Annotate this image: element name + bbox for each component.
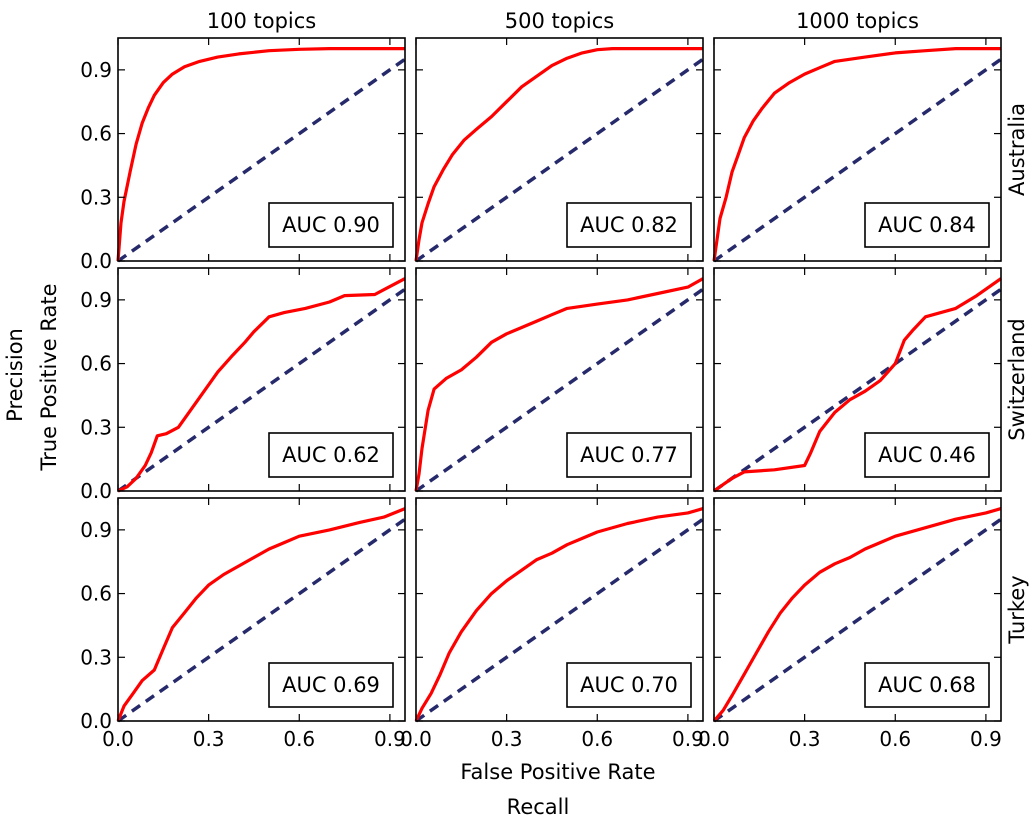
panel-2: AUC 0.82: [414, 37, 705, 263]
x-axis-label: False Positive Rate: [460, 760, 655, 784]
panel-6: AUC 0.46: [712, 267, 1003, 493]
panel-frame: [713, 267, 1002, 492]
auc-box: [566, 432, 692, 478]
chance-line: [414, 57, 705, 263]
chance-line: [116, 287, 407, 493]
panel-frame: [713, 37, 1002, 262]
panel-3: AUC 0.84: [712, 37, 1003, 263]
panel-frame: [117, 497, 406, 722]
y-tick-label: 0.6: [80, 122, 112, 146]
auc-box: [268, 662, 394, 708]
panel-frame: [713, 497, 1002, 722]
roc-curve: [712, 46, 1001, 262]
panel-5: AUC 0.77: [414, 267, 705, 493]
auc-label: AUC 0.84: [878, 213, 976, 237]
x-tick-label: 0.9: [970, 727, 1002, 751]
panel-1: 0.0 0.3 0.6 0.9 AUC 0.90: [80, 37, 407, 273]
chance-line: [116, 517, 407, 723]
y-tick-label: 0.6: [80, 582, 112, 606]
auc-label: AUC 0.82: [580, 213, 678, 237]
x-tick-label: 0.9: [672, 727, 704, 751]
y-axis-label: True Positive Rate: [37, 283, 61, 471]
roc-curve: [414, 507, 704, 722]
panel-9: 0.0 0.3 0.6 0.9 AUC 0.68: [698, 497, 1003, 751]
y-tick-label: 0.0: [80, 249, 112, 273]
x-tick-label: 0.3: [491, 727, 523, 751]
chance-line: [712, 517, 1003, 723]
row-title: Turkey: [1005, 575, 1029, 644]
x-tick-label: 0.6: [879, 727, 911, 751]
chance-line: [414, 287, 705, 493]
panel-7: 0.0 0.3 0.6 0.9 0.0 0.3 0.6 0.9 AUC 0.69: [80, 497, 407, 751]
panel-4: 0.0 0.3 0.6 0.9 AUC 0.62: [80, 267, 407, 503]
roc-curve: [116, 507, 406, 722]
roc-curve: [117, 277, 406, 493]
x-tick-label: 0.0: [102, 727, 134, 751]
y-tick-label: 0.3: [80, 185, 112, 209]
y-tick-label: 0.9: [80, 58, 112, 82]
auc-label: AUC 0.90: [282, 213, 380, 237]
y-tick-label: 0.9: [80, 288, 112, 312]
panel-frame: [415, 497, 704, 722]
panel-8: 0.0 0.3 0.6 0.9 AUC 0.70: [400, 497, 705, 751]
y-tick-label: 0.9: [80, 518, 112, 542]
panel-frame: [415, 37, 704, 262]
auc-box: [566, 202, 692, 248]
auc-label: AUC 0.62: [282, 443, 380, 467]
chance-line: [712, 57, 1003, 263]
x-tick-label: 0.3: [193, 727, 225, 751]
column-title: 100 topics: [207, 9, 317, 33]
auc-label: AUC 0.70: [580, 673, 678, 697]
auc-label: AUC 0.69: [282, 673, 380, 697]
x-tick-label: 0.6: [581, 727, 613, 751]
roc-curve: [116, 46, 405, 262]
auc-label: AUC 0.77: [580, 443, 678, 467]
auc-label: AUC 0.68: [878, 673, 976, 697]
y-tick-label: 0.6: [80, 352, 112, 376]
roc-curve: [712, 507, 1002, 723]
y-tick-label: 0.0: [80, 709, 112, 733]
chance-line: [414, 517, 705, 723]
x-tick-label: 0.6: [283, 727, 315, 751]
column-title: 1000 topics: [796, 9, 919, 33]
chance-line: [116, 57, 407, 263]
roc-curve: [713, 277, 1002, 493]
auc-box: [864, 202, 990, 248]
row-title: Australia: [1005, 103, 1029, 196]
auc-label: AUC 0.46: [878, 443, 976, 467]
y-tick-label: 0.0: [80, 479, 112, 503]
row-title: Switzerland: [1005, 318, 1029, 441]
outer-y-axis-label: Precision: [3, 328, 27, 422]
chance-line: [712, 287, 1003, 493]
panel-frame: [117, 37, 406, 262]
column-title: 500 topics: [505, 9, 615, 33]
outer-x-axis-label: Recall: [507, 795, 570, 819]
auc-box: [864, 432, 990, 478]
x-tick-label: 0.0: [698, 727, 730, 751]
panel-frame: [117, 267, 406, 492]
x-tick-label: 0.0: [400, 727, 432, 751]
roc-curve: [414, 46, 703, 262]
y-tick-label: 0.3: [80, 645, 112, 669]
auc-box: [268, 202, 394, 248]
panel-frame: [415, 267, 704, 492]
y-tick-label: 0.3: [80, 415, 112, 439]
figure-labels: False Positive Rate Recall True Positive…: [3, 283, 656, 819]
x-tick-label: 0.9: [374, 727, 406, 751]
auc-box: [864, 662, 990, 708]
roc-curve: [414, 277, 704, 492]
x-tick-label: 0.3: [789, 727, 821, 751]
auc-box: [268, 432, 394, 478]
auc-box: [566, 662, 692, 708]
